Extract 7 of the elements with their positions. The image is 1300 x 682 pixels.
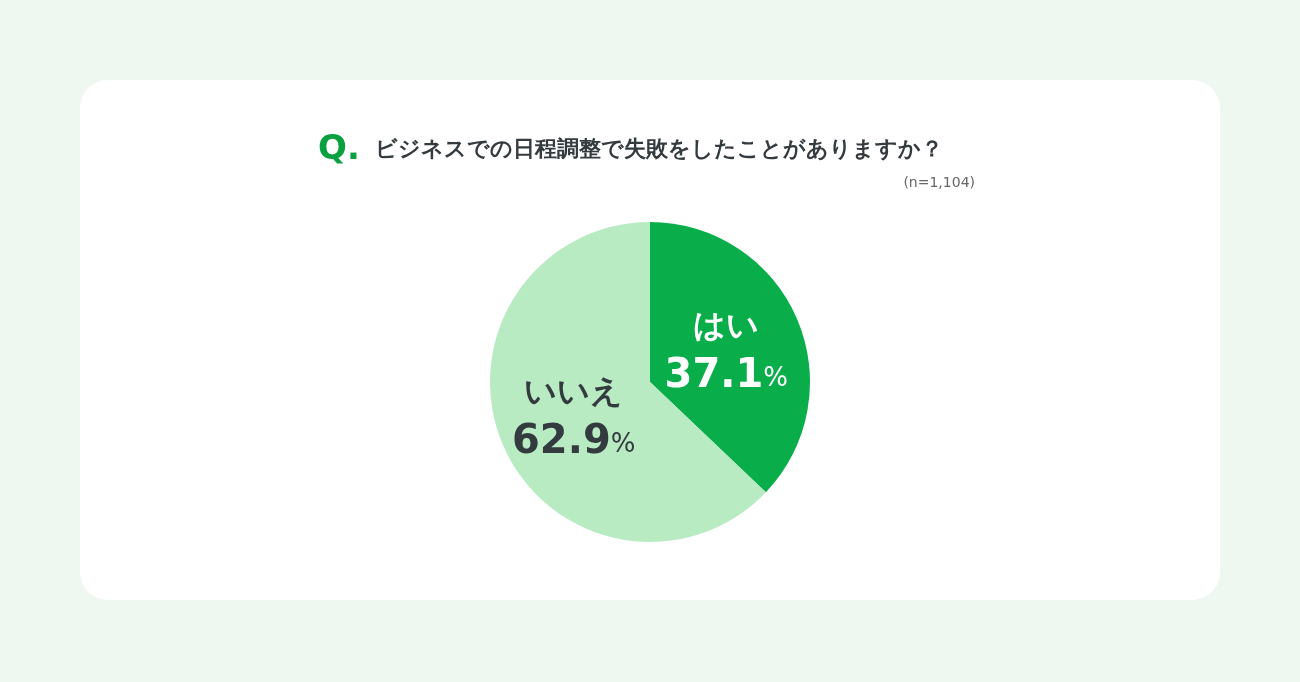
data-label: 62.9% bbox=[512, 415, 636, 462]
slice-label: はい bbox=[693, 306, 760, 345]
slice-label: いいえ bbox=[524, 371, 624, 410]
chart-title: ビジネスでの日程調整で失敗をしたことがありますか？ bbox=[375, 135, 943, 161]
text: (n=1,104) bbox=[903, 174, 975, 190]
data-label: 37.1% bbox=[664, 350, 788, 397]
text: Q. bbox=[318, 127, 360, 167]
